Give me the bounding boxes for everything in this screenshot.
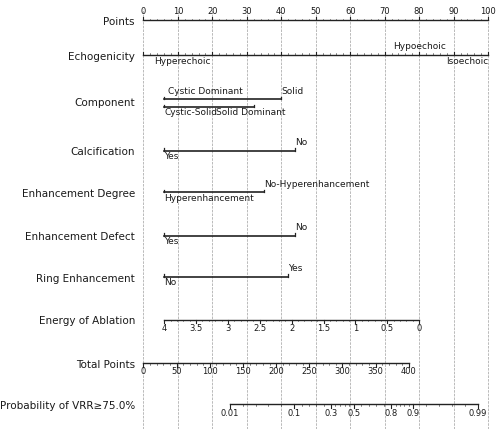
Text: 10: 10 xyxy=(172,7,183,16)
Text: 100: 100 xyxy=(202,367,218,376)
Text: 0.8: 0.8 xyxy=(384,409,398,417)
Text: Echogenicity: Echogenicity xyxy=(68,52,135,62)
Text: 300: 300 xyxy=(334,367,350,376)
Text: 2: 2 xyxy=(289,324,294,333)
Text: 2.5: 2.5 xyxy=(253,324,266,333)
Text: 0.5: 0.5 xyxy=(380,324,394,333)
Text: 400: 400 xyxy=(401,367,416,376)
Text: 0.3: 0.3 xyxy=(324,409,338,417)
Text: 100: 100 xyxy=(480,7,496,16)
Text: 90: 90 xyxy=(448,7,459,16)
Text: 50: 50 xyxy=(172,367,182,376)
Text: Cystic-Solid: Cystic-Solid xyxy=(164,108,217,117)
Text: Points: Points xyxy=(104,17,135,27)
Text: 0: 0 xyxy=(141,367,146,376)
Text: Hypoechoic: Hypoechoic xyxy=(392,42,446,51)
Text: 0.1: 0.1 xyxy=(288,409,301,417)
Text: Cystic Dominant: Cystic Dominant xyxy=(168,87,243,96)
Text: Total Points: Total Points xyxy=(76,360,135,370)
Text: 250: 250 xyxy=(302,367,317,376)
Text: No-Hyperenhancement: No-Hyperenhancement xyxy=(264,180,370,189)
Text: No: No xyxy=(295,223,308,232)
Text: 0.99: 0.99 xyxy=(468,409,487,417)
Text: Energy of Ablation: Energy of Ablation xyxy=(38,316,135,326)
Text: Hyperenhancement: Hyperenhancement xyxy=(164,194,254,202)
Text: Ring Enhancement: Ring Enhancement xyxy=(36,274,135,284)
Text: No: No xyxy=(164,278,176,287)
Text: 50: 50 xyxy=(310,7,321,16)
Text: 40: 40 xyxy=(276,7,286,16)
Text: Probability of VRR≥75.0%: Probability of VRR≥75.0% xyxy=(0,401,135,411)
Text: 0: 0 xyxy=(416,324,422,333)
Text: Yes: Yes xyxy=(164,237,178,246)
Text: 350: 350 xyxy=(368,367,384,376)
Text: 1: 1 xyxy=(353,324,358,333)
Text: Calcification: Calcification xyxy=(70,147,135,157)
Text: 30: 30 xyxy=(242,7,252,16)
Text: 3.5: 3.5 xyxy=(190,324,202,333)
Text: Solid Dominant: Solid Dominant xyxy=(216,108,286,117)
Text: 0.5: 0.5 xyxy=(347,409,360,417)
Text: Yes: Yes xyxy=(164,152,178,161)
Text: 60: 60 xyxy=(345,7,356,16)
Text: 0.01: 0.01 xyxy=(220,409,239,417)
Text: 0: 0 xyxy=(141,7,146,16)
Text: 4: 4 xyxy=(162,324,167,333)
Text: 0.9: 0.9 xyxy=(406,409,420,417)
Text: Component: Component xyxy=(74,99,135,108)
Text: Solid: Solid xyxy=(282,87,304,96)
Text: Enhancement Degree: Enhancement Degree xyxy=(22,189,135,199)
Text: 1.5: 1.5 xyxy=(317,324,330,333)
Text: 150: 150 xyxy=(235,367,251,376)
Text: Enhancement Defect: Enhancement Defect xyxy=(25,233,135,243)
Text: Isoechoic: Isoechoic xyxy=(446,57,488,66)
Text: 200: 200 xyxy=(268,367,284,376)
Text: Yes: Yes xyxy=(288,265,302,273)
Text: 70: 70 xyxy=(380,7,390,16)
Text: 20: 20 xyxy=(207,7,218,16)
Text: 80: 80 xyxy=(414,7,424,16)
Text: 3: 3 xyxy=(225,324,230,333)
Text: Hyperechoic: Hyperechoic xyxy=(154,57,210,66)
Text: No: No xyxy=(295,138,308,147)
